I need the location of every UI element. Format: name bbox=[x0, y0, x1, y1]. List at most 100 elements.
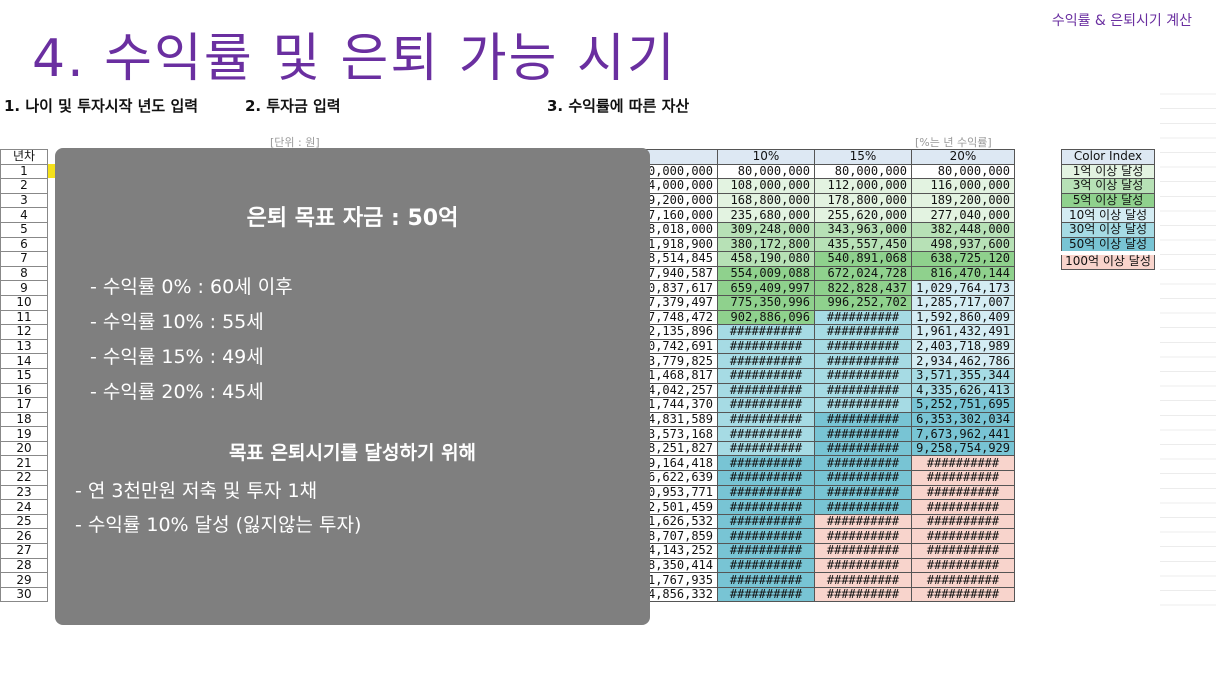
year-cell: 11 bbox=[0, 309, 48, 326]
rate-header: 10% bbox=[717, 149, 815, 165]
asset-cell: 6,353,302,034 bbox=[911, 411, 1015, 428]
return-rate-line-0: - 수익률 0% : 60세 이후 bbox=[90, 276, 293, 298]
year-cell: 25 bbox=[0, 513, 48, 530]
asset-cell: 382,448,000 bbox=[911, 221, 1015, 238]
color-index-item: 10억 이상 달성 bbox=[1061, 207, 1155, 223]
asset-cell: ########## bbox=[814, 440, 912, 457]
asset-cell: ########## bbox=[717, 367, 815, 384]
asset-cell: 112,000,000 bbox=[814, 178, 912, 194]
color-index-item: 50억 이상 달성 bbox=[1061, 236, 1155, 254]
asset-cell: ########## bbox=[911, 543, 1015, 559]
asset-cell: 4,335,626,413 bbox=[911, 382, 1015, 399]
asset-cell: 7,673,962,441 bbox=[911, 426, 1015, 442]
asset-cell: 458,190,080 bbox=[717, 251, 815, 267]
asset-cell: ########## bbox=[717, 513, 815, 530]
return-rate-line-10: - 수익률 10% : 55세 bbox=[90, 311, 264, 333]
asset-cell: ########## bbox=[814, 572, 912, 588]
color-index-item: 1억 이상 달성 bbox=[1061, 163, 1155, 180]
asset-cell: ########## bbox=[814, 586, 912, 603]
asset-cell: ########## bbox=[717, 353, 815, 369]
year-cell: 15 bbox=[0, 367, 48, 384]
asset-cell: 80,000,000 bbox=[911, 163, 1015, 180]
year-cell: 2 bbox=[0, 178, 48, 194]
goal-subtitle: 목표 은퇴시기를 달성하기 위해 bbox=[228, 442, 477, 464]
asset-cell: 1,592,860,409 bbox=[911, 309, 1015, 326]
year-cell: 22 bbox=[0, 470, 48, 486]
color-index-item: 5억 이상 달성 bbox=[1061, 192, 1155, 209]
asset-cell: ########## bbox=[814, 397, 912, 413]
goal-bullet-saving: - 연 3천만원 저축 및 투자 1채 bbox=[75, 480, 318, 502]
asset-cell: 116,000,000 bbox=[911, 178, 1015, 194]
asset-cell: 277,040,000 bbox=[911, 207, 1015, 223]
year-cell: 29 bbox=[0, 572, 48, 588]
asset-cell: ########## bbox=[911, 470, 1015, 486]
selected-input-cell[interactable] bbox=[48, 164, 56, 178]
asset-cell: ########## bbox=[814, 426, 912, 442]
year-cell: 19 bbox=[0, 426, 48, 442]
year-cell: 26 bbox=[0, 528, 48, 545]
retirement-goal-title: 은퇴 목표 자금 : 50억 bbox=[246, 206, 459, 231]
year-cell: 5 bbox=[0, 221, 48, 238]
asset-cell: 2,934,462,786 bbox=[911, 353, 1015, 369]
asset-cell: ########## bbox=[717, 338, 815, 355]
asset-cell: 309,248,000 bbox=[717, 221, 815, 238]
asset-cell: ########## bbox=[814, 353, 912, 369]
asset-cell: 1,961,432,491 bbox=[911, 324, 1015, 340]
asset-cell: 775,350,996 bbox=[717, 294, 815, 311]
corner-label: 수익률 & 은퇴시기 계산 bbox=[1051, 13, 1192, 29]
year-column: 년차 1 2 3 4 5 6 7 8 9 10 11 12 13 14 15 16 17 18 19 20 21 22 23 2… bbox=[0, 149, 48, 603]
asset-cell: 996,252,702 bbox=[814, 294, 912, 311]
asset-cell: 822,828,437 bbox=[814, 280, 912, 296]
year-cell: 14 bbox=[0, 353, 48, 369]
asset-cell: 178,800,000 bbox=[814, 192, 912, 209]
year-cell: 16 bbox=[0, 382, 48, 399]
unit-label-right: [%는 년 수익률] bbox=[915, 136, 992, 149]
year-cell: 24 bbox=[0, 499, 48, 515]
asset-cell: 343,963,000 bbox=[814, 221, 912, 238]
asset-cell: 380,172,800 bbox=[717, 236, 815, 253]
asset-cell: ########## bbox=[717, 557, 815, 574]
asset-cell: 108,000,000 bbox=[717, 178, 815, 194]
asset-cell: ########## bbox=[911, 499, 1015, 515]
asset-cell: ########## bbox=[911, 513, 1015, 530]
year-cell: 12 bbox=[0, 324, 48, 340]
asset-cell: ########## bbox=[717, 411, 815, 428]
slide-title: 4. 수익률 및 은퇴 가능 시기 bbox=[32, 29, 677, 89]
asset-cell: 638,725,120 bbox=[911, 251, 1015, 267]
year-cell: 21 bbox=[0, 455, 48, 472]
asset-cell: 554,009,088 bbox=[717, 265, 815, 282]
asset-cell: ########## bbox=[814, 309, 912, 326]
asset-cell: 1,285,717,007 bbox=[911, 294, 1015, 311]
asset-cell: ########## bbox=[814, 411, 912, 428]
asset-table: 10% 15% 20% 0,000,000 80,000,000 80,000,000 80… bbox=[620, 149, 1015, 603]
year-cell: 9 bbox=[0, 280, 48, 296]
unit-label-left: [단위 : 원] bbox=[270, 136, 320, 149]
color-index-header: Color Index bbox=[1061, 149, 1155, 165]
asset-cell: 540,891,068 bbox=[814, 251, 912, 267]
asset-cell: 235,680,000 bbox=[717, 207, 815, 223]
asset-cell: ########## bbox=[717, 426, 815, 442]
asset-cell: ########## bbox=[911, 572, 1015, 588]
return-rate-line-20: - 수익률 20% : 45세 bbox=[90, 381, 264, 403]
year-cell: 7 bbox=[0, 251, 48, 267]
asset-cell: 9,258,754,929 bbox=[911, 440, 1015, 457]
asset-cell: ########## bbox=[717, 382, 815, 399]
asset-cell: ########## bbox=[814, 528, 912, 545]
color-index-item: 3억 이상 달성 bbox=[1061, 178, 1155, 194]
asset-cell: ########## bbox=[717, 586, 815, 603]
asset-cell: ########## bbox=[911, 528, 1015, 545]
year-cell: 23 bbox=[0, 484, 48, 501]
year-header: 년차 bbox=[0, 149, 48, 165]
empty-grid-area bbox=[1160, 80, 1216, 610]
year-cell: 20 bbox=[0, 440, 48, 457]
asset-cell: 498,937,600 bbox=[911, 236, 1015, 253]
asset-cell: ########## bbox=[717, 528, 815, 545]
asset-cell: 2,403,718,989 bbox=[911, 338, 1015, 355]
asset-cell: 902,886,096 bbox=[717, 309, 815, 326]
color-index-item: 30억 이상 달성 bbox=[1061, 221, 1155, 238]
section-age-input: 1. 나이 및 투자시작 년도 입력 bbox=[4, 97, 199, 115]
rate-header: 20% bbox=[911, 149, 1015, 165]
asset-cell: 168,800,000 bbox=[717, 192, 815, 209]
asset-cell: ########## bbox=[814, 543, 912, 559]
color-index-table: Color Index 1억 이상 달성 3억 이상 달성 5억 이상 달성 10억 이… bbox=[1061, 149, 1155, 270]
